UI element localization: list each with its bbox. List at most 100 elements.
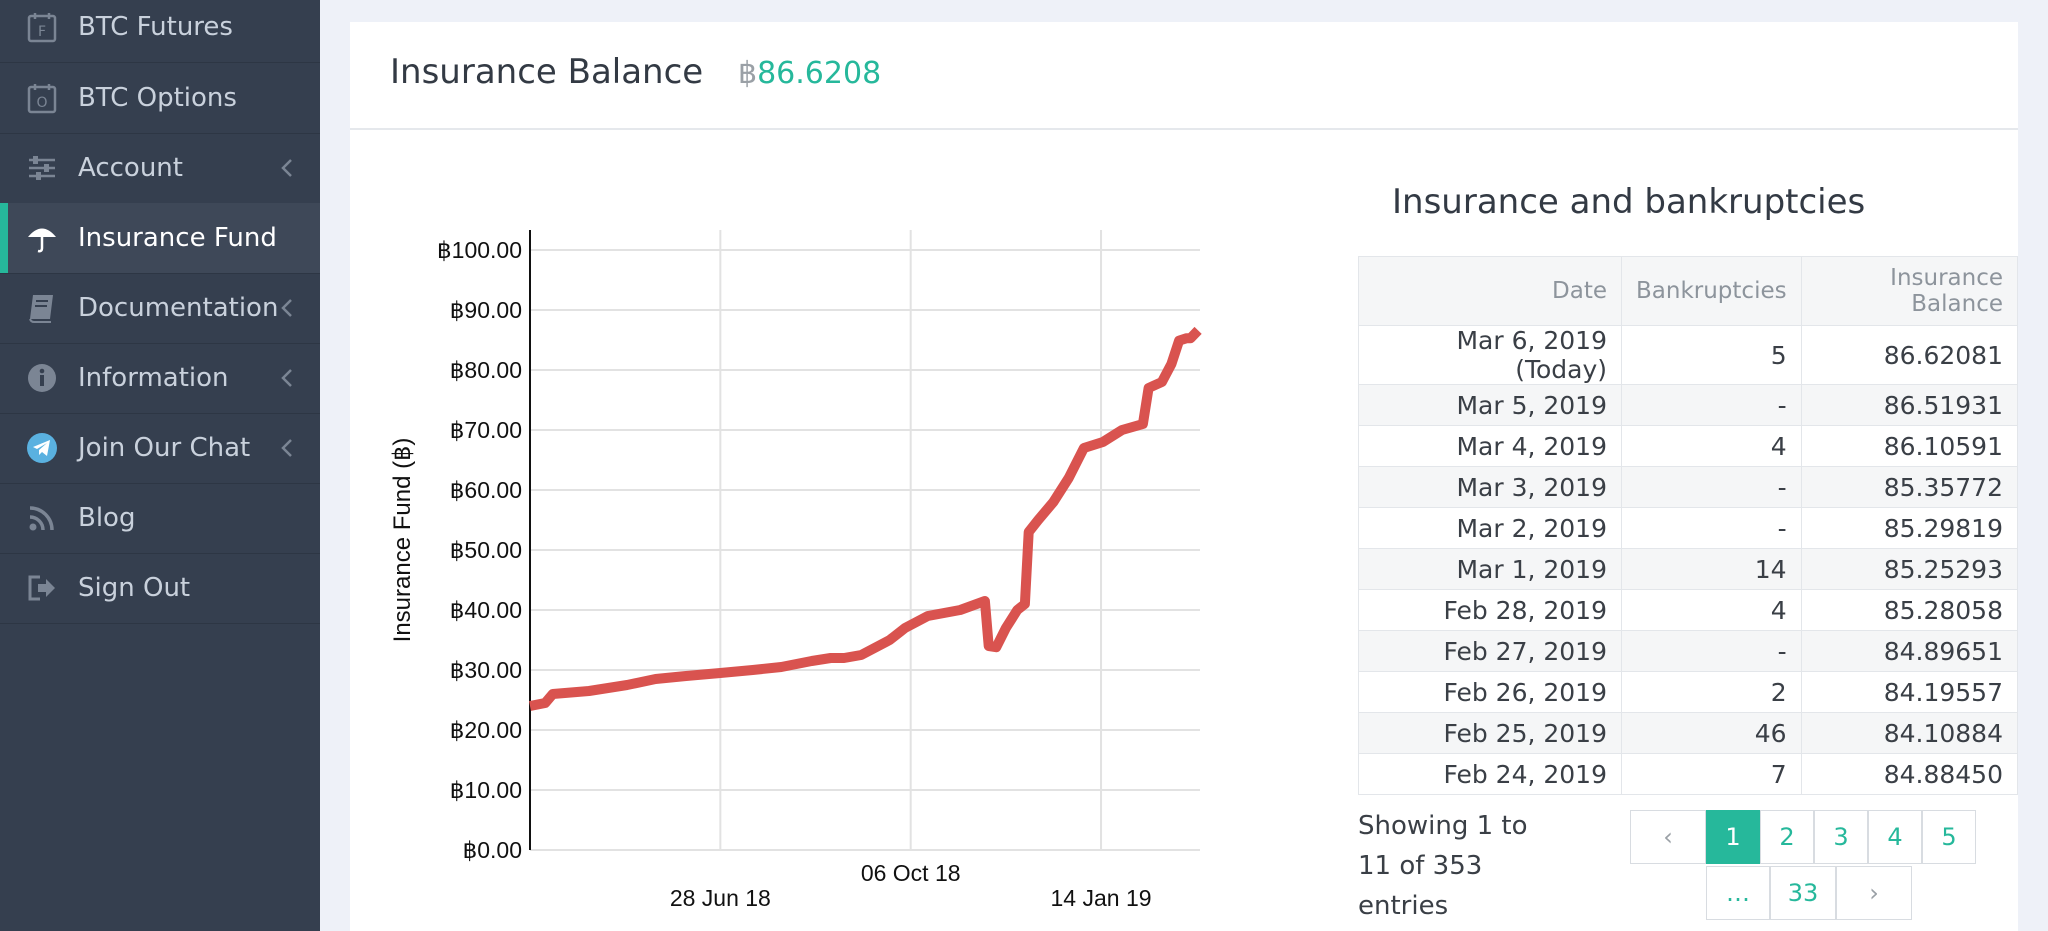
y-axis-label: Insurance Fund (฿)	[389, 438, 416, 643]
cell-bankruptcies: 4	[1621, 589, 1802, 631]
cell-date: Feb 24, 2019	[1358, 753, 1622, 795]
pagination-page-5[interactable]: 5	[1922, 810, 1976, 864]
futures-calendar-icon: F	[27, 13, 57, 43]
sidebar-item-insurance-fund[interactable]: Insurance Fund	[0, 203, 320, 274]
cell-bankruptcies: -	[1621, 630, 1802, 672]
balance-number: 86.6208	[757, 56, 882, 91]
table-row: Feb 25, 2019 46 84.10884	[1358, 712, 2019, 754]
sidebar-item-join-our-chat[interactable]: Join Our Chat	[0, 413, 320, 484]
y-tick-label: ฿40.00	[450, 597, 522, 623]
pagination-ellipsis[interactable]: …	[1706, 866, 1770, 920]
svg-text:O: O	[36, 95, 47, 111]
table-row: Mar 2, 2019-85.29819	[1358, 507, 2019, 549]
cell-bankruptcies: 2	[1621, 671, 1802, 713]
pagination-page-4[interactable]: 4	[1868, 810, 1922, 864]
cell-insurance-balance: 86.51931	[1800, 384, 2019, 426]
cell-bankruptcies: 5	[1621, 325, 1802, 385]
sidebar: F BTC Futures O BTC Options Account Insu…	[0, 0, 320, 931]
table-row: Feb 26, 2019 2 84.19557	[1358, 671, 2019, 713]
y-tick-label: ฿70.00	[450, 417, 522, 443]
pagination-prev[interactable]: ‹	[1630, 810, 1706, 864]
cell-insurance-balance: 84.10884	[1800, 712, 2019, 754]
column-header-date[interactable]: Date	[1358, 256, 1622, 326]
table-row: Feb 28, 2019 4 85.28058	[1358, 589, 2019, 631]
sidebar-item-label: BTC Futures	[78, 12, 233, 42]
cell-insurance-balance: 84.89651	[1800, 630, 2019, 672]
table-title: Insurance and bankruptcies	[1392, 182, 1866, 222]
sidebar-item-label: Insurance Fund	[78, 223, 277, 253]
x-tick-label: 06 Oct 18	[861, 860, 961, 886]
cell-insurance-balance: 85.25293	[1800, 548, 2019, 590]
cell-bankruptcies: -	[1621, 507, 1802, 549]
pagination-page-2[interactable]: 2	[1760, 810, 1814, 864]
table-row: Mar 1, 2019 14 85.25293	[1358, 548, 2019, 590]
pagination-page-33[interactable]: 33	[1770, 866, 1836, 920]
x-axis-ticks: 28 Jun 18 06 Oct 18 14 Jan 19	[670, 860, 1152, 911]
book-icon	[29, 295, 53, 323]
pagination-page-1[interactable]: 1	[1706, 810, 1760, 864]
table-header-row: Date Bankruptcies Insurance Balance	[1358, 256, 2019, 326]
chart-grid	[530, 230, 1200, 851]
svg-text:F: F	[38, 24, 46, 40]
chevron-left-icon	[281, 159, 292, 177]
sidebar-item-btc-futures[interactable]: F BTC Futures	[0, 0, 320, 63]
y-tick-label: ฿20.00	[450, 717, 522, 743]
table-row: Mar 6, 2019 (Today) 5 86.62081	[1358, 325, 2019, 385]
y-axis-ticks: ฿0.00 ฿10.00 ฿20.00 ฿30.00 ฿40.00 ฿50.00 ฿60.0…	[437, 237, 522, 863]
info-icon	[28, 364, 56, 392]
cell-insurance-balance: 86.10591	[1800, 425, 2019, 467]
sidebar-item-label: Documentation	[78, 293, 279, 323]
cell-bankruptcies: -	[1621, 384, 1802, 426]
cell-bankruptcies: -	[1621, 466, 1802, 508]
pagination-next[interactable]: ›	[1836, 866, 1912, 920]
cell-insurance-balance: 84.88450	[1800, 753, 2019, 795]
cell-insurance-balance: 85.35772	[1800, 466, 2019, 508]
cell-insurance-balance: 85.29819	[1800, 507, 2019, 549]
cell-date: Feb 26, 2019	[1358, 671, 1622, 713]
sidebar-item-information[interactable]: Information	[0, 343, 320, 414]
sidebar-item-account[interactable]: Account	[0, 133, 320, 204]
options-calendar-icon: O	[27, 84, 57, 114]
cell-date: Feb 27, 2019	[1358, 630, 1622, 672]
y-tick-label: ฿0.00	[463, 837, 522, 863]
table-row: Mar 4, 2019 4 86.10591	[1358, 425, 2019, 467]
chevron-left-icon	[281, 369, 292, 387]
sidebar-item-sign-out[interactable]: Sign Out	[0, 553, 320, 624]
sidebar-item-blog[interactable]: Blog	[0, 483, 320, 554]
cell-insurance-balance: 85.28058	[1800, 589, 2019, 631]
y-tick-label: ฿80.00	[450, 357, 522, 383]
column-header-insurance-balance[interactable]: Insurance Balance	[1800, 256, 2019, 326]
sidebar-item-btc-options[interactable]: O BTC Options	[0, 63, 320, 134]
table-row: Feb 24, 2019 7 84.88450	[1358, 753, 2019, 795]
sidebar-item-label: Account	[78, 153, 183, 183]
chevron-left-icon	[281, 299, 292, 317]
insurance-balance-value: ฿86.6208	[738, 56, 881, 91]
panel-header: Insurance Balance ฿86.6208	[350, 22, 2018, 130]
sidebar-item-label: Join Our Chat	[78, 433, 251, 463]
cell-bankruptcies: 4	[1621, 425, 1802, 467]
y-tick-label: ฿30.00	[450, 657, 522, 683]
column-header-bankruptcies[interactable]: Bankruptcies	[1621, 256, 1802, 326]
rss-icon	[29, 506, 54, 531]
sidebar-item-label: Blog	[78, 503, 136, 533]
x-tick-label: 28 Jun 18	[670, 885, 771, 911]
cell-bankruptcies: 7	[1621, 753, 1802, 795]
cell-insurance-balance: 84.19557	[1800, 671, 2019, 713]
table-row: Feb 27, 2019-84.89651	[1358, 630, 2019, 672]
y-tick-label: ฿10.00	[450, 777, 522, 803]
cell-date: Mar 4, 2019	[1358, 425, 1622, 467]
pagination-page-3[interactable]: 3	[1814, 810, 1868, 864]
page-title: Insurance Balance	[390, 52, 704, 92]
cell-date: Feb 25, 2019	[1358, 712, 1622, 754]
cell-date: Mar 3, 2019	[1358, 466, 1622, 508]
sliders-icon	[29, 156, 55, 180]
y-tick-label: ฿100.00	[437, 237, 522, 263]
insurance-fund-line	[529, 326, 1202, 711]
y-tick-label: ฿50.00	[450, 537, 522, 563]
table-info: Showing 1 to 11 of 353 entries	[1358, 811, 1528, 921]
sidebar-item-documentation[interactable]: Documentation	[0, 273, 320, 344]
telegram-icon	[27, 433, 57, 463]
insurance-fund-chart: ฿0.00 ฿10.00 ฿20.00 ฿30.00 ฿40.00 ฿50.00 ฿60.0…	[389, 230, 1202, 911]
table-row: Mar 5, 2019-86.51931	[1358, 384, 2019, 426]
cell-bankruptcies: 46	[1621, 712, 1802, 754]
